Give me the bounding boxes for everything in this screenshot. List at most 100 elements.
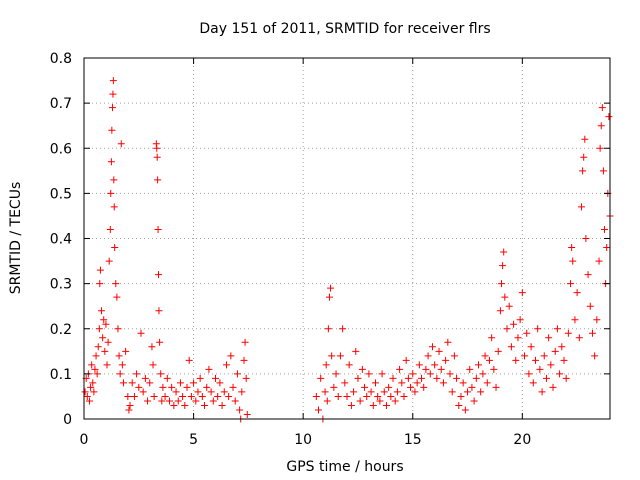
data-point [324, 325, 332, 333]
data-point [222, 361, 230, 369]
data-point [214, 392, 222, 400]
data-point [328, 352, 336, 360]
data-point [378, 370, 386, 378]
data-point [498, 280, 506, 288]
data-point [212, 374, 219, 382]
data-point [540, 352, 548, 360]
data-point [100, 316, 108, 324]
data-point [155, 307, 163, 315]
data-point [158, 397, 166, 405]
data-point [190, 379, 198, 387]
x-tick-label: 5 [189, 432, 198, 448]
data-point [172, 388, 180, 396]
data-point [553, 325, 561, 333]
x-tick-labels: 0 5 10 15 20 [80, 432, 532, 448]
data-point [581, 135, 589, 143]
data-point [137, 329, 145, 337]
data-point [207, 388, 215, 396]
data-point [518, 289, 526, 297]
data-point [241, 338, 249, 346]
data-point [593, 316, 601, 324]
data-point [216, 379, 224, 387]
data-point [514, 334, 522, 342]
data-point [336, 352, 344, 360]
data-point [551, 347, 559, 355]
data-point [389, 374, 397, 382]
data-point [380, 388, 388, 396]
data-point [531, 356, 539, 364]
data-point [560, 356, 568, 364]
data-point [424, 352, 432, 360]
data-point [470, 397, 478, 405]
data-point [499, 262, 507, 270]
data-point [150, 392, 158, 400]
data-point [220, 388, 228, 396]
data-point [595, 257, 603, 265]
data-point [442, 356, 450, 364]
data-point [81, 388, 89, 396]
data-point [426, 370, 434, 378]
data-point [109, 90, 117, 98]
data-point [477, 388, 485, 396]
data-point [352, 347, 360, 355]
data-point [104, 338, 112, 346]
data-point [183, 383, 191, 391]
data-point [128, 379, 136, 387]
y-tick-label: 0.1 [50, 367, 72, 383]
data-point [155, 271, 163, 279]
data-point [149, 361, 157, 369]
data-point [119, 379, 127, 387]
data-point [133, 370, 141, 378]
data-points [81, 77, 614, 423]
data-point [99, 334, 107, 342]
data-point [125, 406, 133, 414]
data-point [382, 401, 390, 409]
data-point [402, 356, 410, 364]
data-point [118, 361, 126, 369]
data-point [85, 397, 93, 405]
data-point [153, 153, 161, 161]
data-point [312, 392, 320, 400]
data-point [510, 320, 518, 328]
data-point [87, 383, 95, 391]
x-axis-label: GPS time / hours [286, 459, 403, 475]
data-point [146, 379, 154, 387]
data-point [584, 271, 592, 279]
data-point [521, 352, 529, 360]
data-point [413, 379, 421, 387]
data-point [139, 388, 147, 396]
data-point [598, 104, 606, 112]
data-point [242, 374, 250, 382]
data-point [106, 225, 114, 233]
data-point [431, 361, 439, 369]
data-point [435, 347, 443, 355]
y-axis-label: SRMTID / TECUs [8, 182, 24, 295]
data-point [107, 158, 115, 166]
data-point [588, 329, 596, 337]
data-point [564, 329, 572, 337]
y-tick-label: 0 [63, 412, 72, 428]
data-point [472, 374, 480, 382]
data-point [483, 379, 491, 387]
data-point [422, 365, 430, 373]
data-point [371, 379, 379, 387]
data-point [179, 392, 187, 400]
y-tick-label: 0.4 [50, 232, 72, 248]
data-point [455, 401, 463, 409]
data-point [562, 374, 570, 382]
data-point [341, 379, 349, 387]
data-point [339, 325, 347, 333]
data-point [461, 406, 469, 414]
data-point [112, 280, 120, 288]
data-point [109, 77, 117, 85]
data-point [601, 225, 609, 233]
data-point [350, 388, 358, 396]
data-point [538, 388, 546, 396]
data-point [387, 392, 395, 400]
data-point [315, 406, 323, 414]
data-point [464, 388, 472, 396]
data-point [354, 374, 362, 382]
data-point [488, 334, 496, 342]
data-point [356, 397, 364, 405]
data-point [96, 266, 104, 274]
